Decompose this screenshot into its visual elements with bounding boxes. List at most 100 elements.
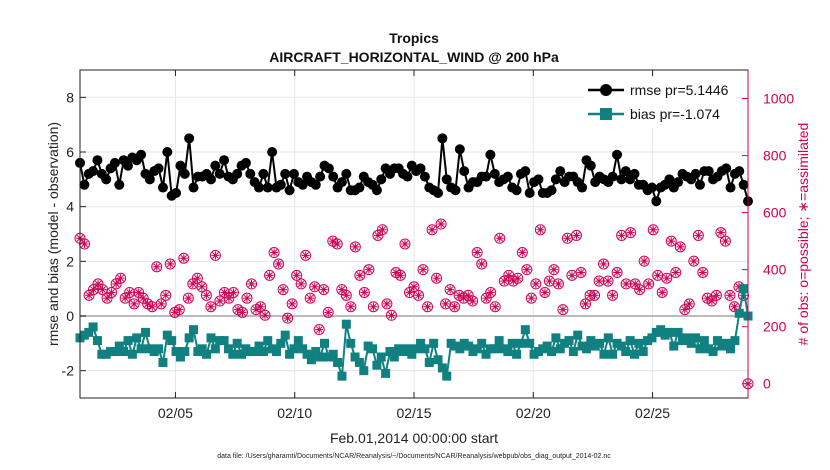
rmse-point <box>109 157 120 168</box>
bias-point <box>127 349 137 359</box>
bias-point <box>407 349 417 359</box>
obs-marker <box>670 267 682 279</box>
obs-marker <box>444 284 456 296</box>
rmse-point <box>664 174 675 185</box>
obs-marker <box>548 264 560 276</box>
rmse-point <box>188 182 199 193</box>
bias-point <box>271 347 281 357</box>
rmse-point <box>441 174 452 185</box>
rmse-point <box>205 174 216 185</box>
bias-point <box>372 360 382 370</box>
bias-point <box>250 347 260 357</box>
bias-point <box>119 347 129 357</box>
bias-point <box>416 338 426 348</box>
obs-marker <box>331 238 343 250</box>
bias-series <box>75 284 753 381</box>
rmse-point <box>371 185 382 196</box>
rmse-point <box>214 168 225 179</box>
bias-point <box>551 333 561 343</box>
bias-point <box>319 338 329 348</box>
x-tick-label: 02/25 <box>635 405 670 421</box>
bias-point <box>206 333 216 343</box>
bias-point <box>354 357 364 367</box>
obs-marker <box>710 289 722 301</box>
bias-point <box>171 347 181 357</box>
bias-point <box>202 349 212 359</box>
obs-marker <box>191 272 203 284</box>
bias-point <box>490 344 500 354</box>
obs-marker <box>340 289 352 301</box>
rmse-point <box>101 174 112 185</box>
rmse-point <box>459 166 470 177</box>
obs-marker <box>106 286 118 298</box>
obs-marker <box>209 249 221 261</box>
bias-point <box>84 327 94 337</box>
bias-point <box>197 344 207 354</box>
bias-point <box>154 344 164 354</box>
footnote: data file: /Users/gharamti/Documents/NCA… <box>217 453 611 460</box>
bias-point <box>520 325 530 335</box>
bias-point <box>237 349 247 359</box>
bias-point <box>664 327 674 337</box>
obs-marker <box>413 289 425 301</box>
obs-marker <box>440 298 452 310</box>
obs-marker <box>647 224 659 236</box>
obs-marker <box>255 301 267 313</box>
y-axis-right-label: # of obs: o=possible; ∗=assimilated <box>795 123 811 346</box>
obs-marker <box>227 286 239 298</box>
obs-marker <box>246 278 258 290</box>
obs-marker <box>616 229 628 241</box>
bias-point <box>110 347 120 357</box>
rmse-point <box>607 171 618 182</box>
obs-marker <box>534 224 546 236</box>
bias-point <box>285 349 295 359</box>
obs-marker <box>268 247 280 259</box>
bias-point <box>564 336 574 346</box>
rmse-point <box>157 182 168 193</box>
rmse-point <box>328 171 339 182</box>
rmse-point <box>232 168 243 179</box>
obs-marker <box>674 241 686 253</box>
bias-point <box>481 349 491 359</box>
obs-marker <box>146 301 158 313</box>
bias-point <box>525 338 535 348</box>
rmse-point <box>502 171 513 182</box>
bias-point <box>263 336 273 346</box>
bias-point <box>477 338 487 348</box>
bias-point <box>350 352 360 362</box>
obs-marker <box>449 301 461 313</box>
obs-marker <box>182 292 194 304</box>
rmse-point <box>433 188 444 198</box>
bias-point <box>512 349 522 359</box>
rmse-point <box>336 177 347 188</box>
bias-point <box>158 357 168 367</box>
rmse-point <box>585 160 596 171</box>
obs-marker <box>79 238 91 250</box>
rmse-point <box>136 149 147 160</box>
rmse-point <box>620 166 631 177</box>
bias-point <box>210 344 220 354</box>
obs-marker <box>683 298 695 310</box>
y-left-tick-label: 2 <box>66 253 74 269</box>
rmse-point <box>612 149 623 160</box>
obs-marker <box>155 298 167 310</box>
bias-point <box>92 336 102 346</box>
bias-point <box>547 347 557 357</box>
obs-marker <box>124 286 136 298</box>
obs-marker <box>435 218 447 230</box>
bias-point <box>595 338 605 348</box>
obs-marker <box>656 286 668 298</box>
bias-point <box>114 341 124 351</box>
obs-marker <box>516 247 528 259</box>
obs-marker <box>367 301 379 313</box>
obs-marker <box>349 241 361 253</box>
legend-rmse-label: rmse pr=5.1446 <box>630 82 729 98</box>
rmse-point <box>219 155 230 166</box>
obs-marker <box>381 298 393 310</box>
rmse-point <box>354 182 365 193</box>
bias-point <box>734 308 744 318</box>
bias-point <box>385 347 395 357</box>
bias-point <box>712 336 722 346</box>
rmse-series <box>75 133 753 207</box>
